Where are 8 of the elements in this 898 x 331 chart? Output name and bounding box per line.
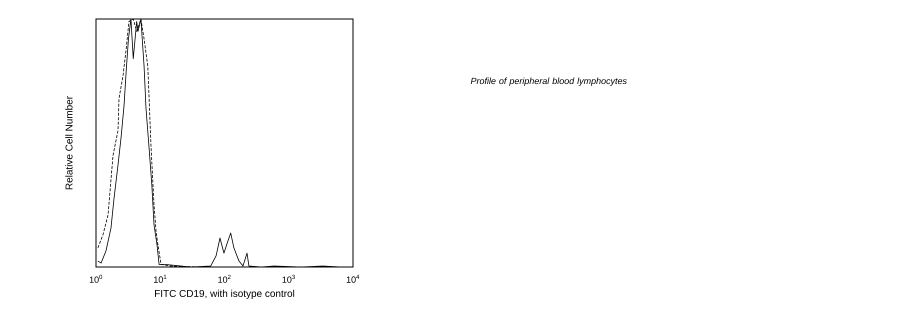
x-tick-label: 10$^{1}$ xyxy=(154,274,166,283)
x-tick-label: 10$^{2}$ xyxy=(218,274,231,283)
text: Profile of peripheral blood lymphocytes xyxy=(470,78,627,86)
y-axis-title: Relative Cell Number xyxy=(65,96,73,190)
x-tick-label: 10$^{0}$ xyxy=(90,274,102,283)
x-tick-label: 10$^{4}$ xyxy=(346,274,360,283)
x-tick-label: 10$^{3}$ xyxy=(282,274,295,283)
x-axis-title: FITC CD19, with isotype control xyxy=(154,290,294,299)
